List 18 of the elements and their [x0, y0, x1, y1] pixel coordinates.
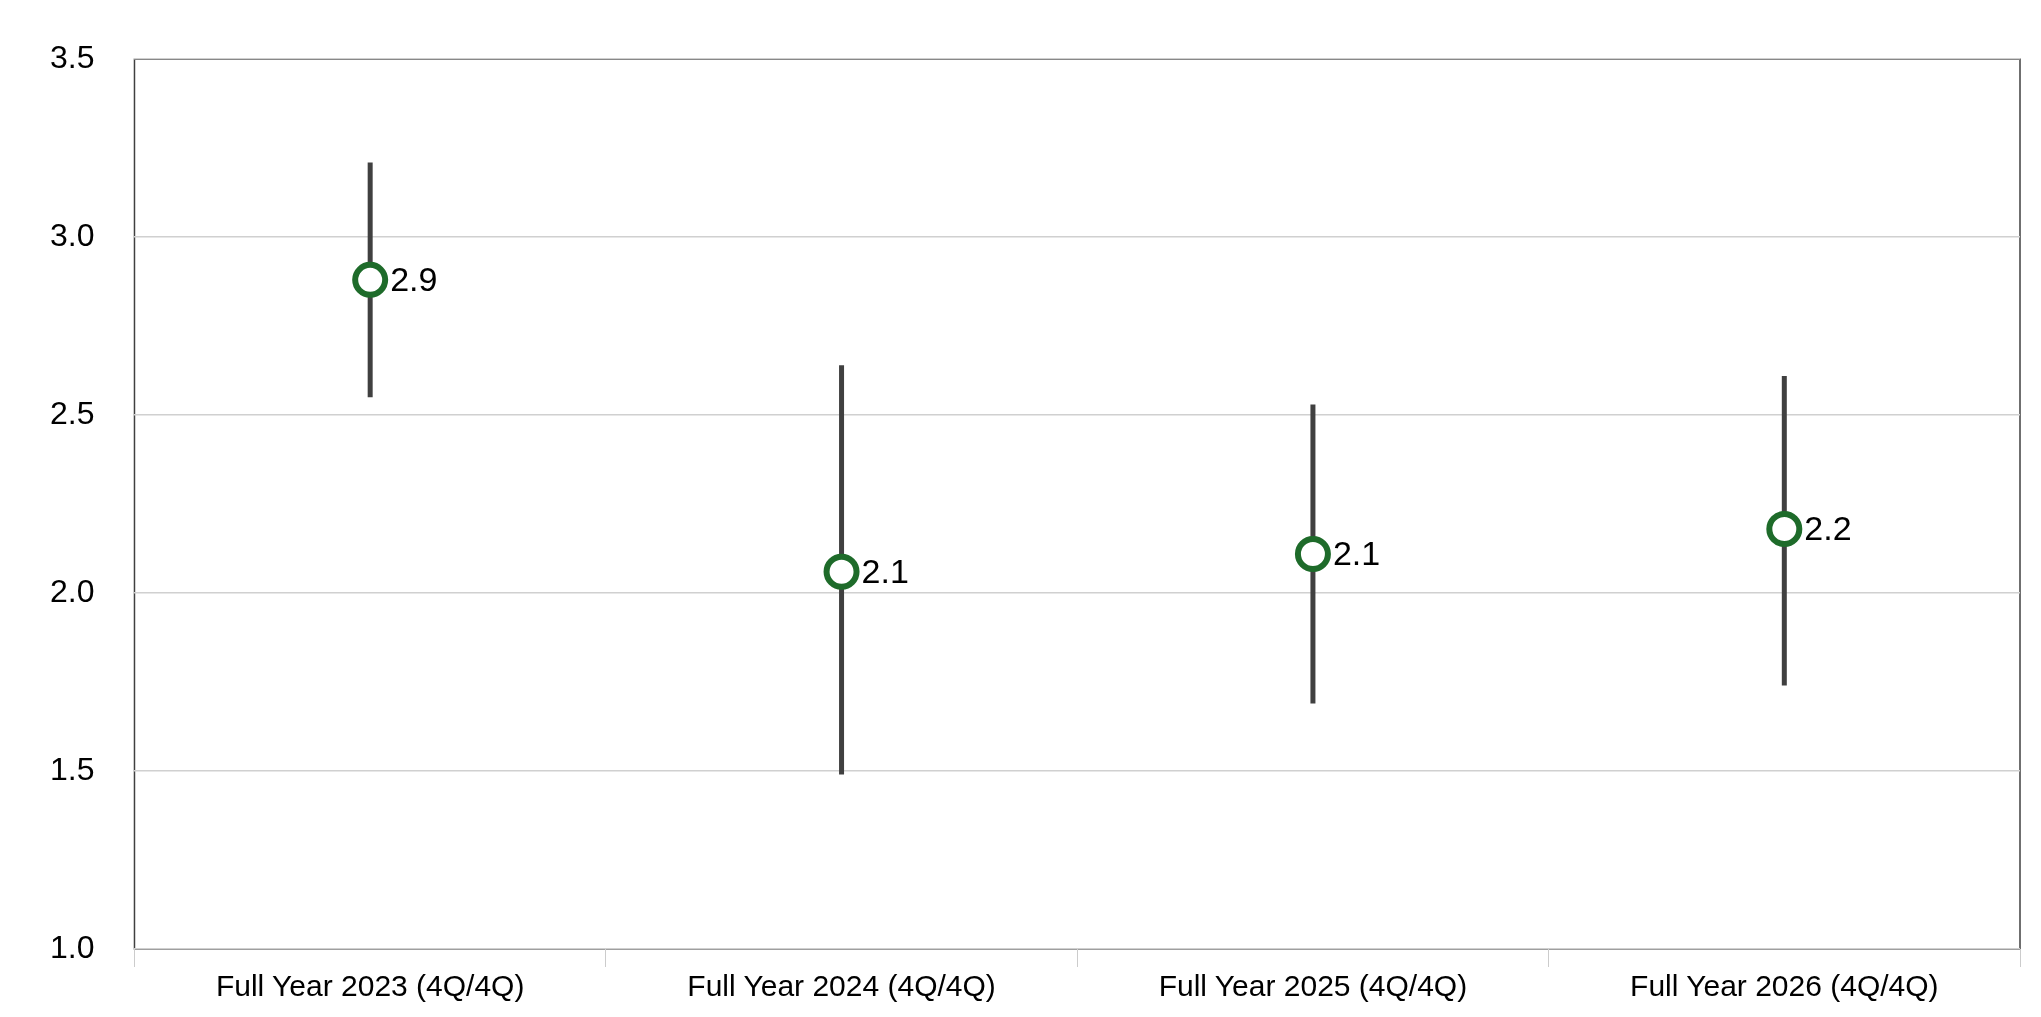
y-tick-label: 3.5: [50, 39, 95, 76]
data-label: 2.1: [861, 552, 909, 591]
x-tick-label: Full Year 2025 (4Q/4Q): [1158, 969, 1468, 1003]
data-label: 2.2: [1804, 509, 1852, 548]
x-tick-label: Full Year 2024 (4Q/4Q): [687, 969, 996, 1003]
y-tick-label: 1.0: [50, 928, 95, 965]
data-label: 2.9: [390, 260, 438, 299]
y-tick-label: 2.0: [50, 572, 95, 609]
x-tick-label: Full Year 2023 (4Q/4Q): [215, 969, 525, 1003]
point: [1766, 511, 1803, 548]
data-label: 2.1: [1332, 534, 1381, 573]
y-tick-label: 2.5: [50, 394, 95, 431]
x-tick-label: Full Year 2026 (4Q/4Q): [1630, 969, 1939, 1003]
point: [823, 553, 860, 590]
point: [1294, 535, 1331, 572]
y-tick-label: 3.0: [50, 216, 95, 253]
y-tick-label: 1.5: [50, 750, 95, 787]
point: [352, 261, 389, 298]
